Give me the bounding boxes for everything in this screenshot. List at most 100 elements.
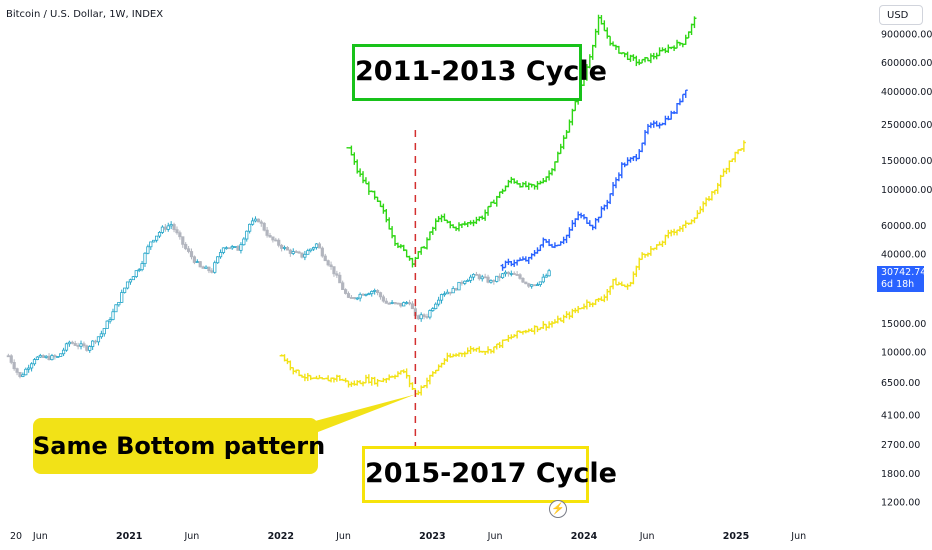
candle-body [448,291,452,294]
candle-body [544,275,548,278]
candle-body [527,283,531,287]
candle-body [59,353,63,357]
candle-body [367,293,371,296]
same-bottom-callout: Same Bottom pattern [33,418,325,474]
time-axis[interactable]: 20 Jun 2021 Jun 2022 Jun 2023 Jun 2024 Jun 2025 Jun [10,531,806,542]
candle-body [82,343,86,347]
candle-body [477,274,481,280]
candle-body [44,355,48,358]
candle-body [405,302,409,304]
candle-body [419,314,423,320]
candle-body [530,284,534,287]
candle-body [364,293,368,296]
candle-body [434,303,438,310]
candle-body [341,282,345,290]
last-price: 30742.74 [881,267,927,278]
candle-body [155,235,159,241]
y-tick-label: 100000.00 [881,185,932,196]
y-tick-label: 400000.00 [881,87,932,98]
candle-body [495,275,499,282]
cycle-2015-2017-label: 2015-2017 Cycle [362,446,617,503]
candle-body [457,281,461,291]
candle-body [370,291,374,295]
x-tick-label: 20 [10,531,22,542]
candle-body [245,230,249,240]
candle-body [210,270,214,273]
candle-body [498,275,502,279]
candle-body [431,308,435,311]
callout-pointer [300,394,416,432]
candle-body [291,251,295,254]
currency-button[interactable]: USD [879,5,923,25]
candle-body [297,251,301,254]
candle-body [390,302,394,304]
y-tick-label: 4100.00 [881,411,920,422]
candle-body [480,276,484,280]
candle-body [178,232,182,238]
candle-body [175,229,179,234]
candle-body [79,343,83,347]
candle-body [41,355,45,358]
candle-body [500,273,505,279]
candle-body [117,301,121,306]
candle-body [105,320,109,329]
candle-body [163,226,167,230]
candle-body [317,243,322,249]
candle-body [361,293,365,296]
candle-body [445,291,449,295]
candle-body [99,333,103,338]
candle-body [207,266,211,272]
candle-body [128,279,133,283]
candle-body [259,221,263,224]
candle-body [27,367,31,370]
candle-body [538,281,542,285]
x-tick-label: Jun [32,531,48,542]
candle-body [134,270,138,278]
bar-countdown: 6d 18h [881,279,915,290]
candle-body [6,355,10,358]
candle-body [181,236,185,245]
candle-body [32,359,37,365]
candle-body [50,355,54,361]
candle-body [314,243,319,248]
candle-body [120,292,124,303]
candle-body [236,245,240,251]
y-tick-label: 60000.00 [881,221,926,232]
candle-body [108,319,112,322]
candle-body [399,302,403,307]
candle-body [268,235,272,238]
candle-body [460,281,464,284]
candle-body [29,363,34,369]
y-tick-label: 600000.00 [881,58,932,69]
candle-body [396,302,400,305]
candle-body [425,316,429,318]
y-tick-label: 250000.00 [881,120,932,131]
candle-body [332,266,336,275]
candle-body [250,220,255,225]
candle-body [486,276,490,283]
candle-body [227,247,231,250]
candle-body [140,263,144,271]
x-tick-label: Jun [487,531,503,542]
price-axis[interactable]: 900000.00 600000.00 400000.00 250000.00 1500… [881,30,932,509]
candle-body [524,281,528,285]
y-tick-label: 6500.00 [881,378,920,389]
candle-body [503,271,508,275]
series-layer [6,14,746,396]
candle-body [24,368,28,376]
candle-body [282,247,287,249]
candle-body [466,280,470,282]
candle-body [198,261,202,268]
series-cycle-2015-2017 [279,140,746,396]
flash-icon[interactable]: ⚡ [549,500,567,518]
candle-body [56,356,60,358]
candle-body [248,223,252,232]
candle-body [407,302,412,305]
y-tick-label: 15000.00 [881,319,926,330]
candle-body [483,276,487,279]
candle-body [96,336,101,343]
candle-body [67,341,71,345]
candle-body [262,222,266,231]
candle-body [381,296,385,302]
